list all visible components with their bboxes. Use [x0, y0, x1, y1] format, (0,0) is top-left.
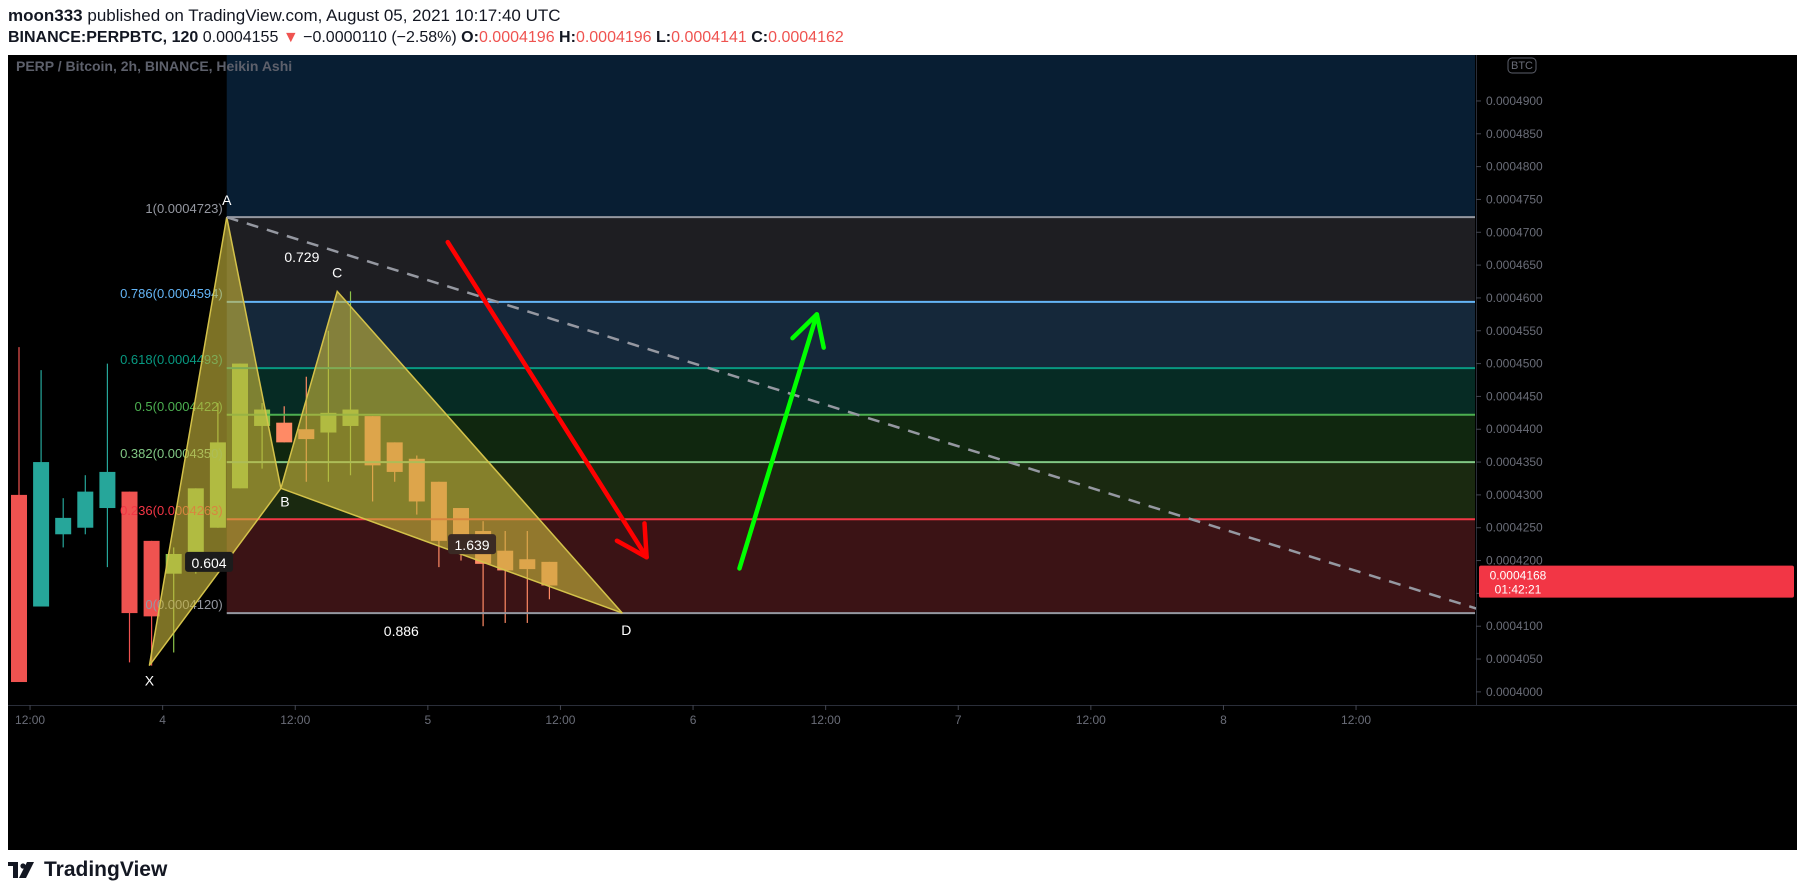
footer-brand[interactable]: TradingView	[44, 858, 168, 881]
y-tick-label: 0.0004500	[1486, 357, 1543, 371]
low-value: 0.0004141	[671, 29, 747, 46]
high-value: 0.0004196	[575, 29, 652, 46]
y-tick-label: 0.0004750	[1486, 192, 1543, 206]
x-tick-label: 12:00	[545, 713, 575, 727]
fib-level-label: 0.618(0.0004493)	[120, 352, 223, 367]
fib-level-label: 0.786(0.0004594)	[120, 286, 223, 301]
y-tick-label: 0.0004000	[1486, 685, 1543, 699]
down-arrow-icon: ▼	[282, 29, 299, 46]
y-tick-label: 0.0004700	[1486, 225, 1543, 239]
y-tick-label: 0.0004800	[1486, 160, 1543, 174]
fib-zone	[226, 217, 1476, 302]
ratio-label-bg	[448, 534, 497, 555]
x-tick-label: 8	[1220, 713, 1227, 727]
arrow-head	[614, 521, 649, 560]
currency-badge: BTC	[1511, 60, 1533, 72]
harmonic-xab-triangle	[148, 217, 282, 667]
y-tick-label: 0.0004300	[1486, 488, 1543, 502]
ratio-label-ac: 0.604	[192, 555, 227, 571]
x-tick-label: 5	[425, 713, 432, 727]
up-arrow-icon	[737, 312, 820, 571]
current-price-label: 0.0004168	[1490, 569, 1547, 583]
currency-badge-box	[1507, 57, 1537, 74]
y-tick-label: 0.0004200	[1486, 554, 1543, 568]
ratio-label-bg	[185, 551, 234, 572]
harmonic-point-label: C	[332, 264, 342, 280]
high-label: H:	[559, 29, 576, 46]
candle-body	[33, 462, 50, 607]
y-tick-label: 0.0004450	[1486, 389, 1543, 403]
dashed-trend-line	[226, 215, 1492, 615]
harmonic-point-label: B	[280, 493, 289, 509]
price-chart[interactable]: 1(0.0004723) 0.786(0.0004594) 0.618(0.0004…	[8, 55, 1797, 850]
time-scale	[8, 706, 1797, 850]
y-tick-label: 0.0004550	[1486, 324, 1543, 338]
arrow-head	[790, 312, 826, 350]
candle-body	[276, 422, 293, 443]
candle-body	[55, 517, 72, 535]
x-tick-label: 12:00	[1076, 713, 1106, 727]
tradingview-logo-icon	[8, 862, 34, 878]
open-label: O:	[461, 29, 479, 46]
y-tick-label: 0.0004600	[1486, 291, 1543, 305]
author-name[interactable]: moon333	[8, 6, 83, 25]
harmonic-point-label: X	[145, 673, 155, 689]
open-value: 0.0004196	[478, 29, 555, 46]
close-value: 0.0004162	[768, 29, 844, 46]
harmonic-point-label: A	[222, 192, 232, 208]
y-tick-label: 0.0004900	[1486, 94, 1543, 108]
ratio-label-xb: 0.729	[284, 249, 319, 265]
candle-body	[99, 471, 116, 509]
x-tick-label: 12:00	[15, 713, 45, 727]
ratio-label-xd: 0.886	[384, 623, 419, 639]
current-price-badge	[1479, 565, 1794, 598]
fib-zone	[226, 301, 1476, 369]
candle-body	[77, 491, 94, 528]
publish-line: moon333 published on TradingView.com, Au…	[8, 6, 561, 26]
harmonic-point-label: D	[621, 622, 631, 638]
candle-body	[11, 494, 27, 683]
x-tick-label: 12:00	[811, 713, 841, 727]
close-label: C:	[751, 29, 769, 46]
price-change: −0.0000110 (−2.58%)	[303, 29, 457, 46]
y-tick-label: 0.0004650	[1486, 258, 1543, 272]
y-tick-label: 0.0004350	[1486, 455, 1543, 469]
x-tick-label: 12:00	[1341, 713, 1371, 727]
symbol-label: BINANCE:PERPBTC, 120	[8, 29, 199, 46]
down-arrow-icon	[445, 239, 649, 560]
last-price: 0.0004155	[202, 29, 279, 46]
footer: TradingView	[8, 858, 167, 882]
y-tick-label: 0.0004250	[1486, 521, 1543, 535]
y-tick-label: 0.0004100	[1486, 619, 1543, 633]
y-tick-label: 0.0004850	[1486, 127, 1543, 141]
x-tick-label: 7	[955, 713, 962, 727]
ratio-label-bd: 1.639	[455, 537, 490, 553]
bar-countdown: 01:42:21	[1495, 583, 1542, 597]
low-label: L:	[656, 29, 672, 46]
x-tick-label: 4	[159, 713, 166, 727]
fib-zone-top	[226, 55, 1476, 218]
candle-body	[121, 491, 138, 614]
candle-body	[143, 540, 160, 617]
x-tick-label: 12:00	[280, 713, 310, 727]
y-tick-label: 0.0004050	[1486, 652, 1543, 666]
chart-title: PERP / Bitcoin, 2h, BINANCE, Heikin Ashi	[16, 58, 292, 74]
x-tick-label: 6	[690, 713, 697, 727]
ohlc-line: BINANCE:PERPBTC, 120 0.0004155 ▼ −0.0000…	[8, 29, 844, 47]
y-tick-label: 0.0004400	[1486, 422, 1543, 436]
fib-level-label: 1(0.0004723)	[145, 201, 222, 216]
publish-info: published on TradingView.com, August 05,…	[87, 6, 561, 25]
